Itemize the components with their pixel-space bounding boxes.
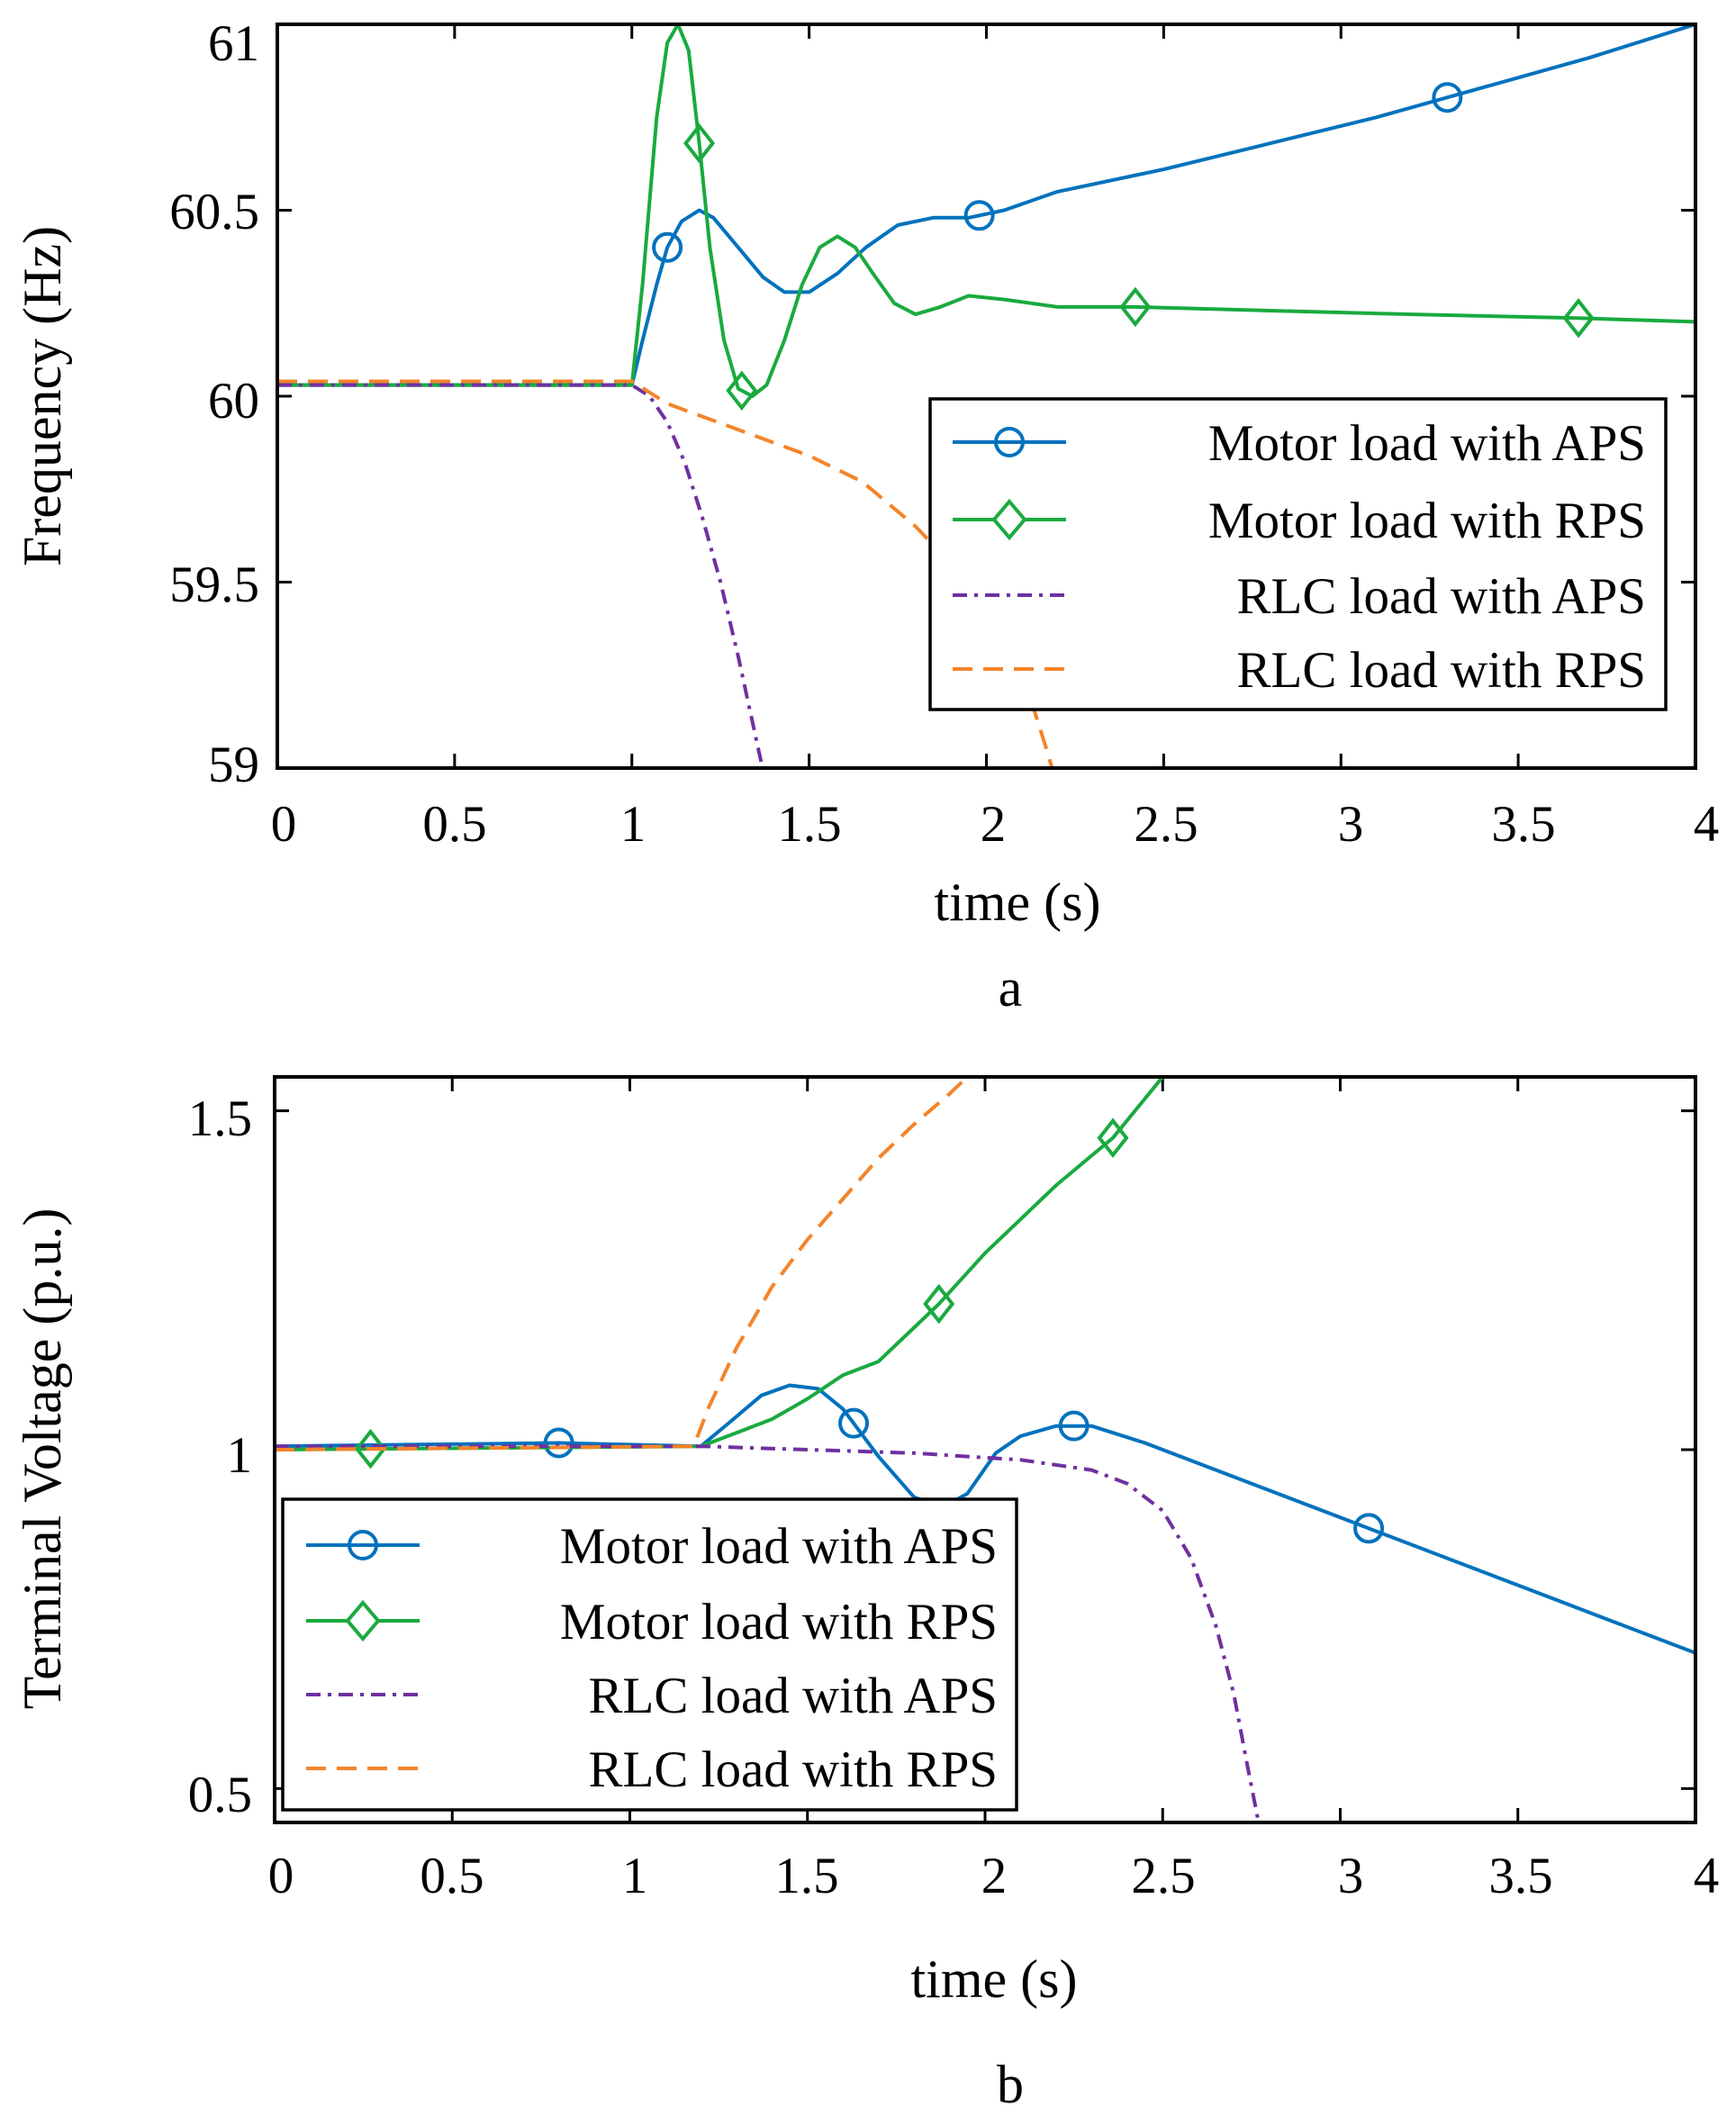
- frequency-y-tick-label: 59: [208, 737, 259, 793]
- legend-marker-diamond: [991, 498, 1027, 541]
- frequency-y-tick-label: 61: [208, 15, 259, 72]
- voltage-y-axis-label: Terminal Voltage (p.u.): [13, 1208, 72, 1710]
- legend-label-rlc-aps: RLC load with APS: [1237, 568, 1647, 625]
- voltage-x-tick-label: 3.5: [1488, 1848, 1552, 1904]
- series-line-2: [275, 1444, 1261, 1822]
- legend-marker-diamond: [345, 1599, 381, 1642]
- frequency-x-axis-label: time (s): [935, 873, 1101, 932]
- data-marker-circle: [1353, 1513, 1385, 1544]
- voltage-x-tick-label: 1.5: [774, 1848, 838, 1904]
- subplot-b-label: b: [997, 2055, 1024, 2114]
- voltage-x-tick-label: 0.5: [420, 1848, 484, 1904]
- frequency-x-tick-label: 0: [271, 796, 297, 853]
- frequency-x-tick-label: 2.5: [1134, 796, 1198, 853]
- frequency-legend-box: [928, 397, 1668, 711]
- voltage-x-tick-label: 2.5: [1131, 1848, 1195, 1904]
- voltage-y-tick-label: 1.5: [188, 1090, 252, 1147]
- data-marker-diamond: [683, 122, 716, 164]
- frequency-y-axis-label: Frequency (Hz): [13, 226, 72, 566]
- frequency-x-tick-label: 0.5: [422, 796, 486, 853]
- data-marker-circle: [543, 1427, 574, 1459]
- frequency-subplot: 61 60.5 60 59.5 59 0 0.5 1 1.5 2 2.5 3 3…: [13, 15, 1719, 1017]
- data-marker-diamond: [923, 1283, 955, 1325]
- frequency-x-tick-label: 1.5: [777, 796, 841, 853]
- subplot-a-label: a: [999, 958, 1023, 1017]
- data-marker-diamond: [1097, 1117, 1129, 1158]
- data-marker-diamond: [726, 370, 758, 411]
- frequency-axes-frame: [276, 23, 1697, 770]
- voltage-x-tick-label: 0: [268, 1848, 294, 1904]
- frequency-legend: Motor load with APS Motor load with RPS …: [928, 397, 1668, 711]
- data-marker-circle: [838, 1407, 870, 1439]
- data-marker-diamond: [1562, 298, 1595, 339]
- voltage-x-axis-label: time (s): [911, 1949, 1078, 2009]
- data-marker-circle: [1432, 82, 1463, 113]
- frequency-x-tick-label: 2: [981, 796, 1007, 853]
- legend-marker-circle: [994, 427, 1025, 457]
- data-marker-circle: [1058, 1410, 1090, 1442]
- frequency-x-tick-label: 1: [620, 796, 646, 853]
- series-line-0: [277, 24, 1695, 387]
- frequency-x-tick-label: 3: [1338, 796, 1364, 853]
- frequency-y-tick-label: 59.5: [169, 556, 259, 613]
- voltage-x-tick-label: 2: [981, 1848, 1008, 1904]
- series-line-1: [277, 24, 1695, 398]
- legend-label-motor-aps: Motor load with APS: [1208, 415, 1646, 472]
- series-line-1: [275, 1077, 1165, 1451]
- voltage-subplot: 1.5 1 0.5 0 0.5 1 1.5 2 2.5 3 3.5 4 time…: [13, 1075, 1720, 2114]
- legend-label-rlc-aps: RLC load with APS: [589, 1668, 999, 1724]
- legend-label-motor-rps: Motor load with RPS: [1208, 493, 1646, 549]
- voltage-y-tick-label: 0.5: [188, 1767, 252, 1823]
- series-line-3: [275, 1077, 969, 1451]
- frequency-y-tick-label: 60: [208, 373, 259, 430]
- legend-label-motor-rps: Motor load with RPS: [560, 1594, 998, 1650]
- frequency-x-tick-label: 3.5: [1491, 796, 1555, 853]
- data-marker-circle: [652, 231, 683, 263]
- voltage-x-tick-label: 3: [1338, 1848, 1364, 1904]
- frequency-x-tick-label: 4: [1694, 796, 1720, 853]
- data-marker-diamond: [1119, 286, 1152, 328]
- legend-label-rlc-rps: RLC load with RPS: [589, 1741, 999, 1798]
- voltage-axes-frame: [273, 1075, 1697, 1824]
- voltage-legend: Motor load with APS Motor load with RPS …: [281, 1497, 1018, 1812]
- legend-marker-circle: [348, 1530, 378, 1560]
- legend-label-motor-aps: Motor load with APS: [560, 1518, 998, 1575]
- voltage-x-tick-label: 1: [622, 1848, 648, 1904]
- voltage-x-tick-label: 4: [1694, 1848, 1720, 1904]
- data-marker-diamond: [354, 1428, 387, 1469]
- voltage-legend-box: [281, 1497, 1018, 1812]
- data-marker-circle: [963, 200, 995, 231]
- legend-label-rlc-rps: RLC load with RPS: [1237, 642, 1647, 699]
- frequency-y-tick-label: 60.5: [169, 184, 259, 240]
- voltage-y-tick-label: 1: [227, 1427, 253, 1484]
- series-line-2: [277, 383, 764, 768]
